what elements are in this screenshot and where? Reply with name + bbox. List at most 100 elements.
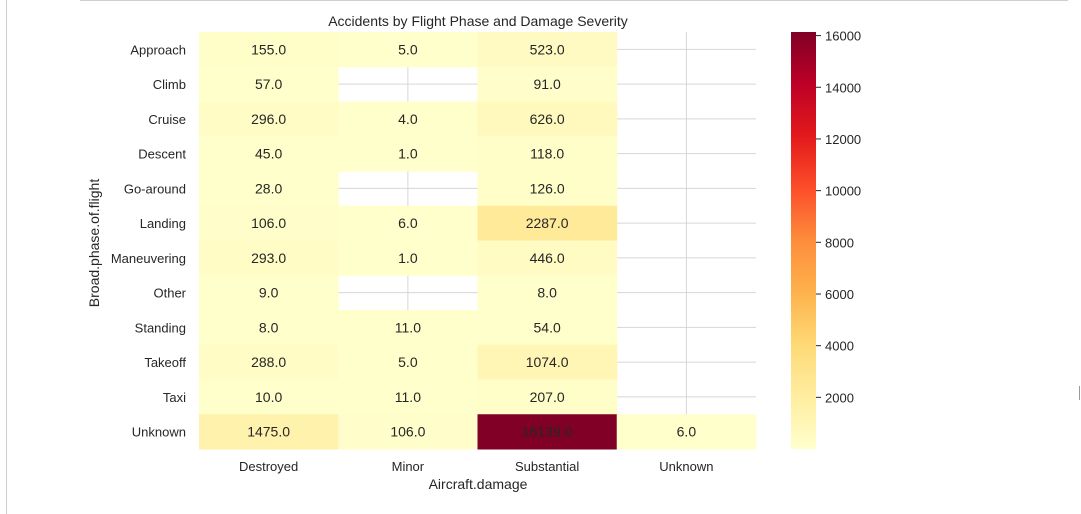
heatmap-cell bbox=[477, 171, 618, 207]
cell-value-label: 5.0 bbox=[398, 41, 418, 57]
colorbar-tick-label: 2000 bbox=[825, 390, 854, 405]
x-tick-label: Substantial bbox=[515, 459, 579, 474]
cell-value-label: 16139.0 bbox=[522, 424, 573, 440]
heatmap-cell bbox=[338, 310, 478, 346]
cell-value-label: 11.0 bbox=[395, 389, 421, 405]
heatmap-cells bbox=[199, 32, 757, 450]
cell-value-label: 8.0 bbox=[537, 285, 557, 301]
heatmap-cell bbox=[616, 414, 757, 450]
y-tick-label: Maneuvering bbox=[111, 251, 186, 266]
heatmap-cell bbox=[477, 205, 618, 241]
heatmap-cell bbox=[199, 414, 339, 450]
y-tick-label: Standing bbox=[135, 320, 186, 335]
cell-value-label: 126.0 bbox=[530, 180, 565, 196]
cell-value-label: 5.0 bbox=[398, 354, 418, 370]
x-tick-label: Minor bbox=[392, 459, 425, 474]
cell-value-label: 207.0 bbox=[530, 389, 565, 405]
heatmap-cell bbox=[338, 32, 478, 68]
colorbar-tick-label: 12000 bbox=[825, 132, 861, 147]
y-tick-label: Taxi bbox=[163, 390, 186, 405]
heatmap-cell bbox=[199, 32, 339, 68]
heatmap-cell bbox=[338, 205, 478, 241]
heatmap-cell bbox=[338, 101, 478, 137]
y-tick-label: Descent bbox=[138, 147, 186, 162]
y-tick-label: Unknown bbox=[132, 425, 186, 440]
heatmap-cell bbox=[477, 310, 618, 346]
y-tick-labels: Approach Climb Cruise Descent Go-around Landi… bbox=[111, 42, 187, 439]
heatmap-cell bbox=[199, 136, 339, 172]
cell-value-label: 4.0 bbox=[398, 111, 418, 127]
heatmap-cell bbox=[338, 344, 478, 380]
cell-value-label: 8.0 bbox=[259, 319, 279, 335]
heatmap-cell bbox=[338, 136, 478, 172]
cell-value-label: 11.0 bbox=[395, 319, 421, 335]
cell-value-label: 45.0 bbox=[255, 146, 282, 162]
heatmap-cell bbox=[199, 205, 339, 241]
heatmap-cell bbox=[477, 414, 618, 450]
x-tick-label: Destroyed bbox=[239, 459, 298, 474]
cell-value-label: 106.0 bbox=[390, 424, 425, 440]
colorbar-ticks: 2000 4000 6000 8000 10000 12000 14000 16000 bbox=[816, 29, 861, 405]
cell-value-label: 10.0 bbox=[255, 389, 282, 405]
cell-value-label: 28.0 bbox=[255, 180, 282, 196]
x-tick-label: Unknown bbox=[659, 459, 713, 474]
cell-value-label: 1475.0 bbox=[247, 424, 290, 440]
y-tick-label: Climb bbox=[153, 77, 186, 92]
cell-value-label: 57.0 bbox=[255, 76, 282, 92]
cell-value-label: 91.0 bbox=[534, 76, 561, 92]
heatmap-cell bbox=[477, 66, 618, 102]
heatmap-cell bbox=[199, 344, 339, 380]
heatmap-cell bbox=[338, 240, 478, 276]
colorbar-tick-label: 14000 bbox=[825, 80, 861, 95]
heatmap-cell bbox=[338, 414, 478, 450]
cell-value-label: 106.0 bbox=[251, 215, 286, 231]
y-tick-label: Cruise bbox=[148, 112, 186, 127]
top-border-line bbox=[80, 0, 1068, 1]
heatmap-cell bbox=[477, 240, 618, 276]
heatmap-cell bbox=[477, 379, 618, 415]
heatmap-cell bbox=[199, 240, 339, 276]
heatmap-cell bbox=[199, 66, 339, 102]
scroll-edge-marker bbox=[1079, 386, 1080, 400]
cell-value-label: 293.0 bbox=[251, 250, 286, 266]
cell-value-label: 6.0 bbox=[677, 424, 697, 440]
y-axis-label: Broad.phase.of.flight bbox=[86, 179, 102, 308]
left-border-line bbox=[6, 0, 7, 514]
colorbar-tick-label: 10000 bbox=[825, 184, 861, 199]
cell-value-label: 288.0 bbox=[251, 354, 286, 370]
colorbar-tick-label: 8000 bbox=[825, 235, 854, 250]
cell-value-label: 523.0 bbox=[530, 41, 565, 57]
cell-value-label: 1074.0 bbox=[526, 354, 569, 370]
heatmap-cell bbox=[199, 379, 339, 415]
cell-value-label: 446.0 bbox=[530, 250, 565, 266]
heatmap-cell bbox=[477, 344, 618, 380]
cell-value-labels: 155.0 5.0 523.0 57.0 91.0 296.0 4.0 626.0 45.0 1.… bbox=[247, 41, 696, 439]
cell-value-label: 9.0 bbox=[259, 285, 279, 301]
heatmap-cell bbox=[477, 101, 618, 137]
heatmap-cell bbox=[477, 136, 618, 172]
y-tick-label: Landing bbox=[140, 216, 186, 231]
heatmap-cell bbox=[199, 171, 339, 207]
cell-value-label: 155.0 bbox=[251, 41, 286, 57]
cell-value-label: 296.0 bbox=[251, 111, 286, 127]
heatmap-cell bbox=[338, 379, 478, 415]
cell-value-label: 118.0 bbox=[530, 146, 564, 162]
cell-value-label: 6.0 bbox=[398, 215, 418, 231]
x-tick-labels: Destroyed Minor Substantial Unknown bbox=[239, 459, 713, 474]
heatmap-cell bbox=[199, 275, 339, 311]
heatmap-cell bbox=[477, 275, 618, 311]
cell-value-label: 1.0 bbox=[398, 146, 418, 162]
chart-title: Accidents by Flight Phase and Damage Sev… bbox=[328, 13, 628, 29]
colorbar-tick-label: 6000 bbox=[825, 287, 854, 302]
colorbar-tick-label: 4000 bbox=[825, 339, 854, 354]
colorbar-tick-label: 16000 bbox=[825, 29, 861, 44]
heatmap-cell bbox=[199, 310, 339, 346]
cell-value-label: 1.0 bbox=[398, 250, 418, 266]
heatmap-cell bbox=[199, 101, 339, 137]
heatmap-cell bbox=[477, 32, 618, 68]
y-tick-label: Other bbox=[153, 286, 186, 301]
cell-value-label: 54.0 bbox=[534, 319, 561, 335]
colorbar bbox=[791, 32, 816, 449]
y-tick-label: Go-around bbox=[124, 181, 186, 196]
